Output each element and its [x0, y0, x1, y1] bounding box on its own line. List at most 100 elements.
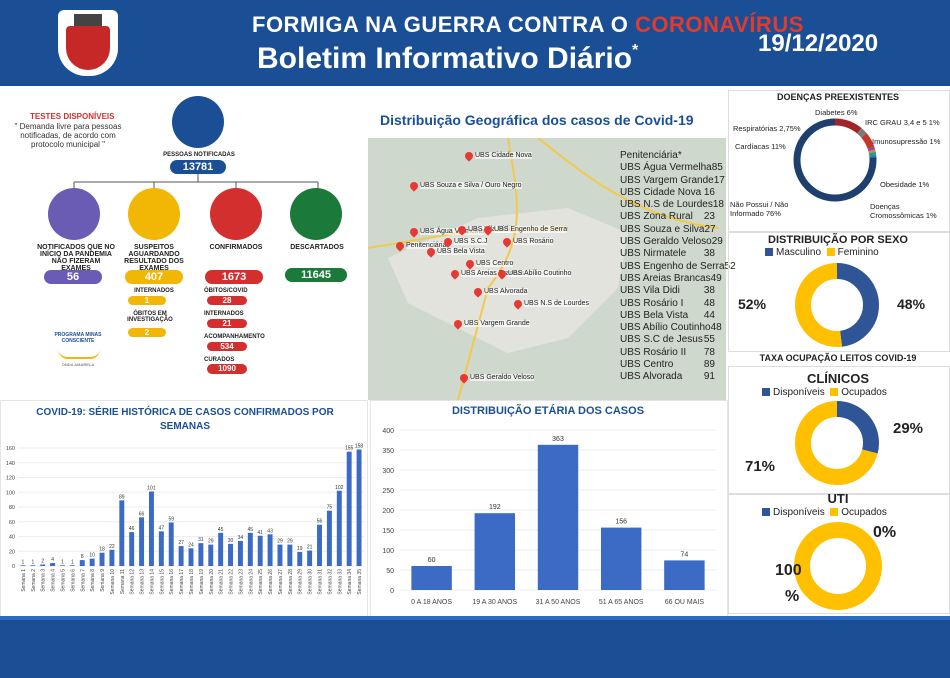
bar-week — [228, 543, 234, 566]
clinicos-disp-pct: 29% — [893, 420, 924, 437]
age-chart-title: DISTRIBUIÇÃO ETÁRIA DOS CASOS — [451, 405, 645, 417]
bar-week — [336, 490, 342, 566]
x-tick-label: Semana 22 — [229, 569, 235, 595]
y-tick-label: 160 — [6, 446, 15, 452]
nao-fizeram-label: NOTIFICADOS QUE NO INÍCIO DA PANDEMIA NÃ… — [37, 244, 115, 272]
y-tick-label: 0 — [12, 564, 15, 570]
data-label: 27 — [178, 540, 184, 546]
data-label: 10 — [89, 553, 95, 559]
doencas-slice — [793, 118, 877, 202]
bulletin-date: 19/12/2020 — [758, 30, 879, 57]
ubs-case-list: Penitenciária* UBS Água Vermelha 85 UBS Var… — [620, 150, 736, 384]
ubs-list-item: UBS Engenho de Serra 52 — [620, 261, 736, 273]
ubs-list-item: UBS Abílio Coutinho 48 — [620, 322, 722, 334]
x-tick-label: Semana 7 — [80, 569, 86, 592]
ubs-value: 44 — [703, 309, 715, 321]
map-pin-label: UBS N.S de Lourdes — [524, 300, 589, 307]
data-label: 34 — [238, 535, 244, 541]
bar-week — [119, 500, 125, 566]
bar-week — [99, 552, 105, 566]
y-tick-label: 100 — [6, 490, 15, 496]
data-label: 74 — [681, 551, 689, 558]
bar-week — [178, 546, 184, 566]
bar-week — [356, 449, 362, 566]
y-tick-label: 120 — [6, 476, 15, 482]
ubs-name: UBS S.C de Jesus — [620, 334, 703, 346]
x-tick-label: Semana 8 — [90, 569, 96, 592]
x-tick-label: Semana 12 — [130, 569, 136, 595]
header-title-line1: FORMIGA NA GUERRA CONTRA O CORONAVÍRUS — [252, 12, 804, 37]
x-tick-label: 31 A 50 ANOS — [536, 599, 581, 606]
ubs-list-item: UBS Zona Rural 23 — [620, 211, 715, 223]
x-tick-label: Semana 10 — [110, 569, 116, 595]
map-pin-label: UBS Geraldo Veloso — [470, 374, 535, 381]
uti-ocup-pct-a: 100 — [775, 562, 802, 579]
x-tick-label: Semana 9 — [100, 569, 106, 592]
x-tick-label: Semana 14 — [149, 569, 155, 595]
data-label: 56 — [317, 519, 323, 525]
header-title-line2: Boletim Informativo Diário* — [257, 42, 639, 75]
data-label: 156 — [615, 519, 627, 526]
bar-week — [60, 565, 65, 566]
bar-week — [257, 535, 263, 566]
bar-age — [664, 560, 705, 590]
ubs-value: 38 — [703, 248, 715, 260]
uti-donut — [794, 522, 882, 610]
x-tick-label: Semana 23 — [238, 569, 244, 595]
bar-week — [247, 532, 253, 566]
y-tick-label: 150 — [382, 528, 394, 535]
x-tick-label: Semana 24 — [248, 569, 254, 595]
bar-week — [30, 565, 36, 566]
y-tick-label: 200 — [382, 508, 394, 515]
data-label: 29 — [277, 539, 283, 545]
x-tick-label: Semana 25 — [258, 569, 264, 595]
data-label: 102 — [335, 485, 344, 491]
x-tick-label: Semana 17 — [179, 569, 185, 595]
data-label: 75 — [327, 505, 333, 511]
bar-week — [326, 510, 332, 566]
bar-week — [139, 517, 145, 566]
ubs-name: UBS Zona Rural — [620, 211, 693, 223]
ubs-value: 91 — [703, 371, 715, 383]
y-tick-label: 350 — [382, 448, 394, 455]
label-obesidade: Obesidade 1% — [880, 180, 930, 189]
internados-value: 1 — [128, 296, 166, 305]
programa-label: PROGRAMA MINAS CONSCIENTE — [54, 332, 102, 344]
x-tick-label: Semana 34 — [347, 569, 353, 595]
ubs-name: UBS Rosário II — [620, 346, 687, 358]
ubs-name: UBS N.S de Lourdes — [620, 199, 713, 211]
obitos-investigacao-value: 2 — [128, 328, 166, 337]
data-label: 18 — [99, 547, 105, 553]
bar-week — [168, 522, 174, 566]
acompanhamento-label: ACOMPANHAMENTO — [204, 334, 265, 340]
uti-disp-pct: 0% — [873, 524, 897, 541]
data-label: 1 — [71, 559, 74, 565]
people-icon-nao-fizeram — [48, 188, 100, 240]
data-label: 89 — [119, 494, 125, 500]
map-pin-label: UBS Alvorada — [484, 288, 528, 295]
data-label: 192 — [489, 504, 501, 511]
x-tick-label: 66 OU MAIS — [665, 599, 705, 606]
label-imunossupressao: Imunosupressão 1% — [872, 137, 941, 146]
x-tick-label: 19 A 30 ANOS — [472, 599, 517, 606]
conf-internados-value: 21 — [207, 319, 247, 328]
y-tick-label: 80 — [9, 505, 15, 511]
x-tick-label: Semana 29 — [298, 569, 304, 595]
header-title-highlight: CORONAVÍRUS — [635, 12, 804, 37]
label-respiratorias: Respiratórias 2,75% — [733, 124, 801, 133]
clinicos-legend: Disponíveis Ocupados — [762, 387, 887, 398]
ubs-name: UBS Vila Didi — [620, 285, 680, 297]
map-pin-label: UBS Rosário — [513, 238, 554, 245]
x-tick-label: Semana 13 — [140, 569, 146, 595]
bar-week — [158, 531, 164, 566]
data-label: 158 — [355, 443, 364, 449]
bar-week — [89, 558, 95, 566]
map-pin-label: UBS Abílio Coutinho — [508, 270, 572, 277]
ubs-list-item: UBS Centro 89 — [620, 359, 715, 371]
ubs-value: 52 — [724, 260, 736, 272]
ubs-value: 49 — [710, 272, 722, 284]
ubs-value: 17 — [713, 174, 725, 186]
uti-slice — [794, 522, 882, 610]
data-label: 29 — [287, 539, 293, 545]
